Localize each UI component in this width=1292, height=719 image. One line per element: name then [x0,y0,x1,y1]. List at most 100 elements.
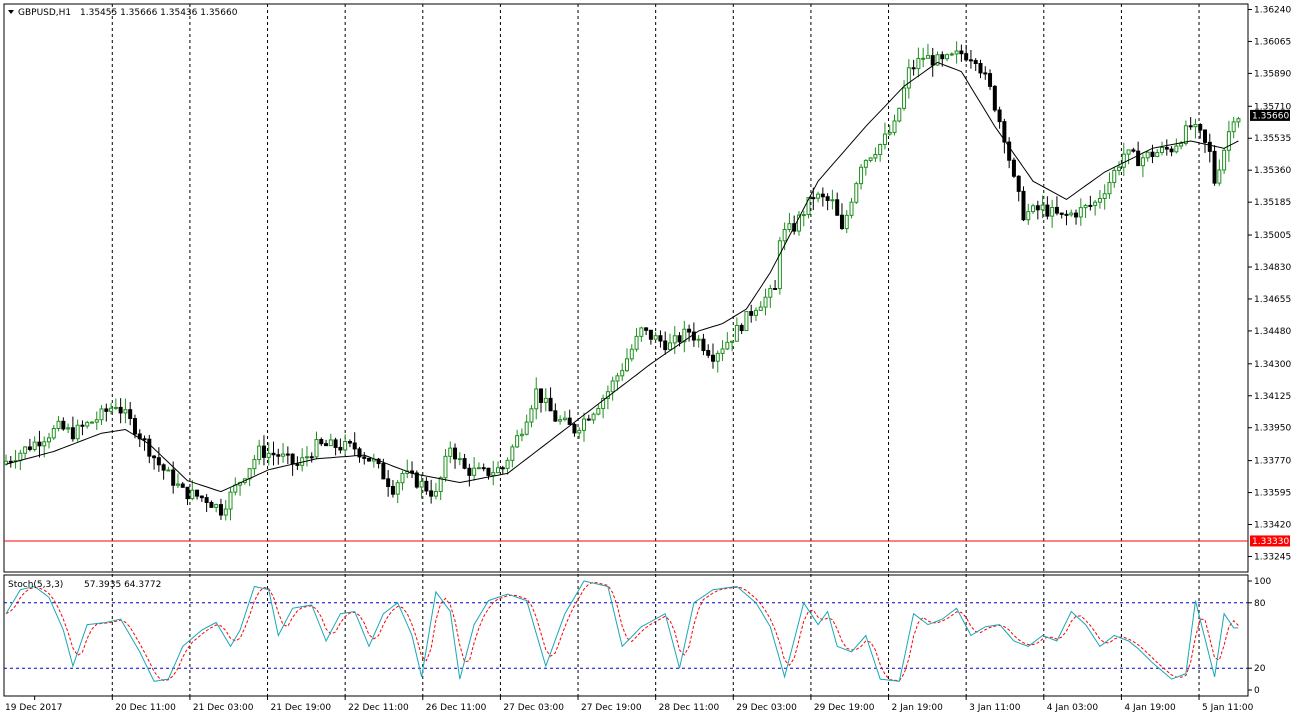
candle [80,420,85,436]
main-pane-border [3,3,1249,573]
candle [276,448,281,465]
candle [314,431,319,459]
candle [405,459,410,479]
candle [787,212,792,233]
candle [667,333,672,351]
stoch-indicator-name: Stoch(5,3,3) [8,580,63,590]
candle [300,448,305,472]
price-axis: 1.36240 1.36065 1.35890 1.35710 1.35535 1.353… [1248,5,1291,562]
price-tick-label: 1.33245 [1254,552,1291,562]
candle [1083,203,1088,218]
candle [491,460,496,486]
candle [61,417,66,431]
candle [830,189,835,210]
candle [925,43,930,59]
candle [577,427,582,439]
candle [261,435,266,466]
candle [1074,209,1079,225]
candle [118,398,123,424]
candle [983,66,988,80]
candle [529,405,534,428]
dropdown-triangle-icon[interactable] [8,10,14,14]
candle [988,69,993,90]
candle [553,403,558,422]
time-tick-label: 4 Jan 03:00 [1047,703,1099,713]
candle [930,47,935,77]
price-tick-label: 1.33595 [1254,489,1291,499]
candle [768,284,773,308]
time-tick-label: 27 Dec 19:00 [581,703,642,713]
candle [13,450,18,469]
level-price-label: 1.33330 [1252,537,1289,547]
candle [625,348,629,372]
candle [992,84,997,113]
candle [1007,137,1012,169]
candle [1107,172,1112,199]
candle [500,465,505,475]
candle [362,452,367,465]
candle [109,402,114,415]
candle [257,439,262,465]
candle [343,434,348,455]
price-tick-label: 1.34830 [1254,263,1291,273]
candle [352,432,357,456]
candle [854,181,859,205]
candle [1150,144,1155,164]
candle [1236,116,1241,128]
candle [777,236,782,295]
candle [835,192,840,216]
candle [1011,157,1016,178]
candle [70,416,75,442]
candle [725,332,730,351]
candle [1203,129,1208,153]
candle [233,477,238,496]
candle [1117,161,1122,176]
candle [1093,199,1098,216]
candle [653,331,658,340]
price-tick-label: 1.36240 [1254,5,1291,15]
candle [228,488,233,521]
candle [1102,184,1107,210]
candle [496,461,501,474]
candle [978,59,983,79]
candle [8,455,13,468]
candle [715,350,720,373]
candle [906,59,911,99]
candle [1097,190,1102,209]
candle [433,482,438,500]
time-tick-label: 20 Dec 11:00 [115,703,176,713]
price-tick-label: 1.34125 [1254,392,1291,402]
candle [1136,141,1141,167]
candle [749,304,754,323]
candle [410,461,415,478]
time-tick-label: 21 Dec 19:00 [271,703,332,713]
current-price-label: 1.35660 [1252,111,1289,121]
candle [376,457,381,469]
candle [209,500,214,508]
candle [1031,203,1036,214]
candle [954,41,959,64]
candle [873,147,878,162]
candle [1164,139,1169,156]
candle [773,279,778,290]
time-tick-label: 22 Dec 11:00 [348,703,409,713]
candle [1035,200,1040,220]
candle [510,444,515,468]
candle [448,441,453,464]
candle [1188,117,1193,130]
time-axis: 19 Dec 2017 20 Dec 11:00 21 Dec 03:00 21 De… [5,696,1254,713]
candle [166,466,171,472]
candle [252,455,257,476]
candle [892,114,897,136]
candle [558,415,563,425]
candle [519,428,524,442]
candle [882,122,887,150]
candle [844,210,849,234]
candle [1222,147,1227,174]
price-tick-label: 1.36065 [1254,37,1291,47]
candle [806,197,811,219]
candle [85,420,90,429]
candle [753,307,758,322]
candle [424,477,429,495]
